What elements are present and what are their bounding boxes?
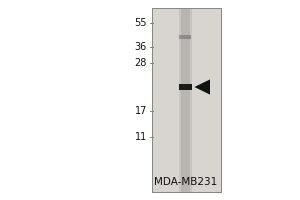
Text: 36: 36 bbox=[135, 42, 147, 52]
Bar bbox=[179, 35, 191, 39]
Text: 11: 11 bbox=[135, 132, 147, 142]
Text: 28: 28 bbox=[135, 58, 147, 68]
Bar bbox=[179, 84, 192, 90]
Bar bbox=[181, 8, 190, 192]
Bar bbox=[152, 8, 220, 192]
Text: 55: 55 bbox=[134, 18, 147, 28]
Polygon shape bbox=[194, 79, 210, 95]
Bar bbox=[152, 8, 220, 192]
Bar bbox=[178, 8, 192, 192]
Text: 17: 17 bbox=[135, 106, 147, 116]
Text: MDA-MB231: MDA-MB231 bbox=[154, 177, 218, 187]
